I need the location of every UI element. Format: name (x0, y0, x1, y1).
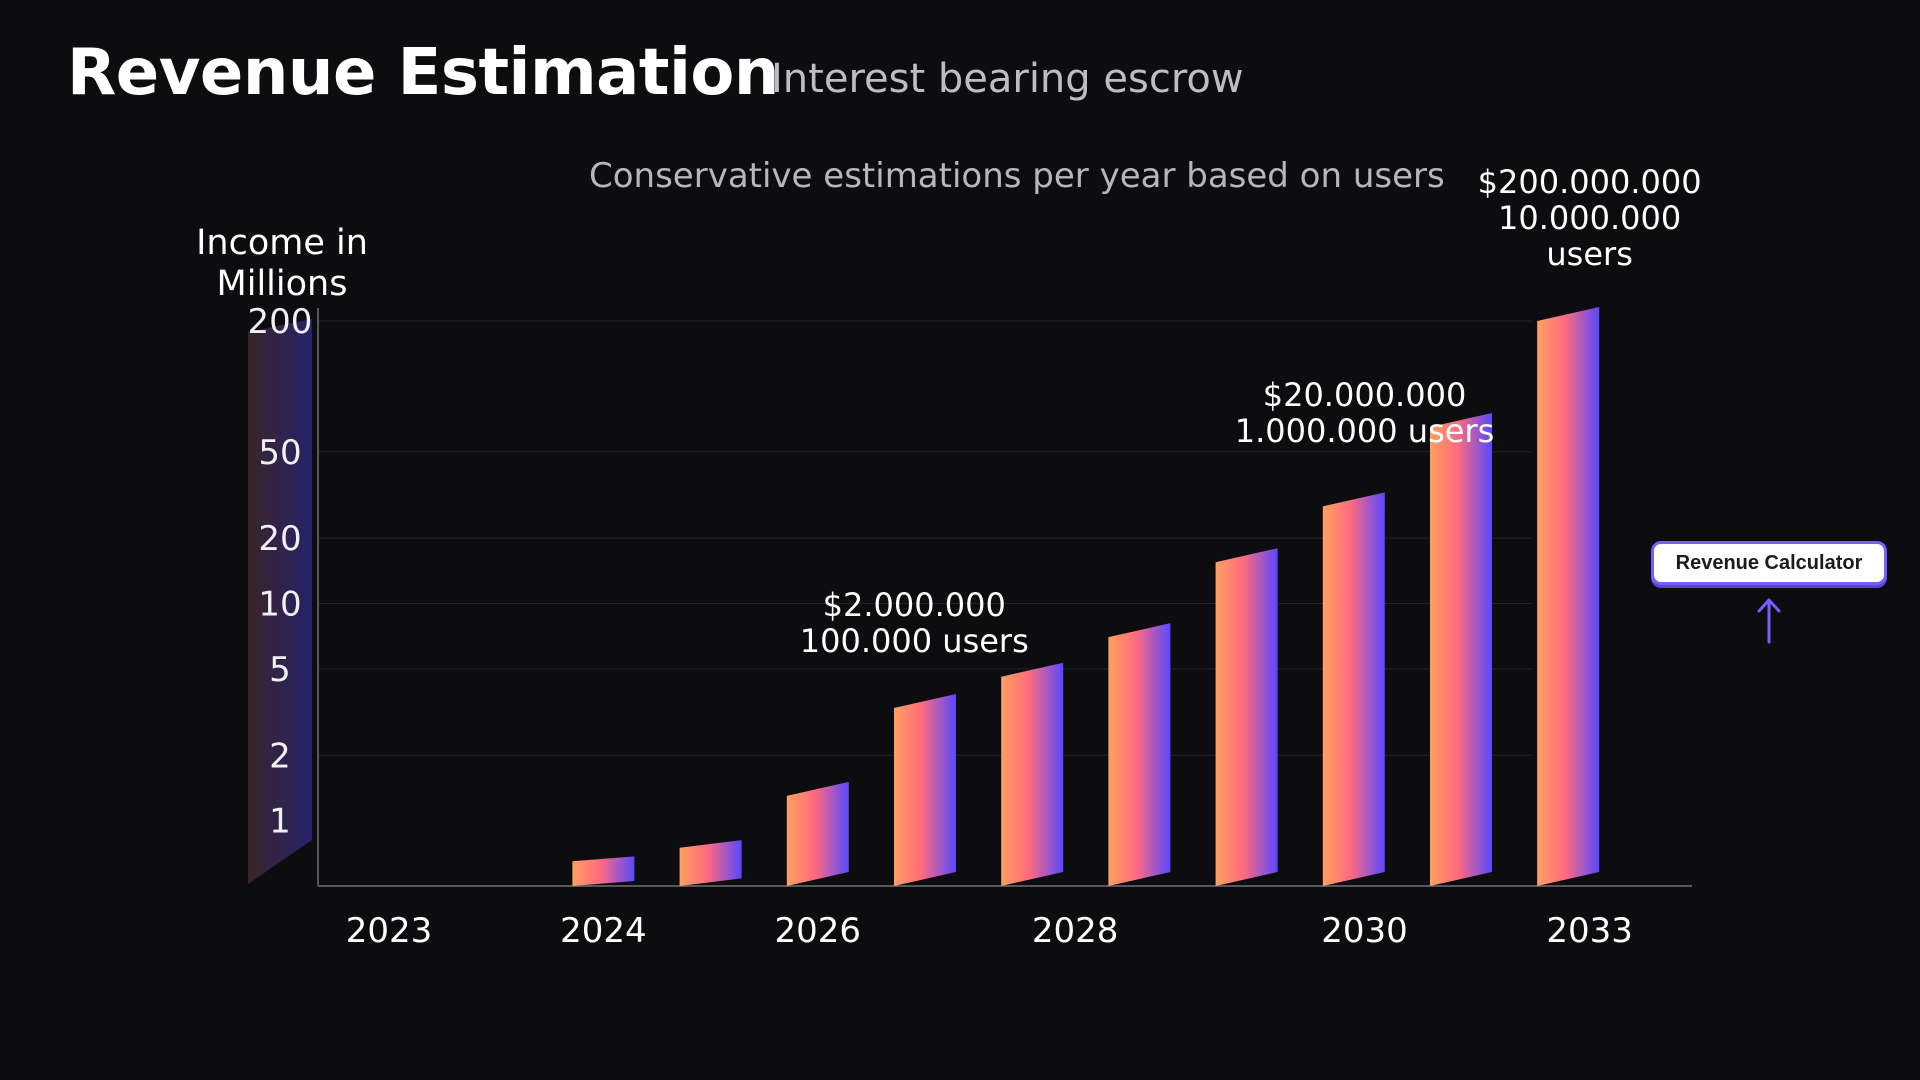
x-tick-label: 2024 (560, 911, 647, 951)
arrow-up-icon (1757, 598, 1781, 644)
data-annotation: 10.000.000 (1498, 199, 1681, 237)
bar (1108, 623, 1171, 886)
data-annotation: 1.000.000 users (1235, 412, 1495, 450)
chart-title: Conservative estimations per year based … (589, 156, 1445, 196)
x-tick-label: 2026 (775, 911, 862, 951)
x-tick-label: 2023 (346, 911, 433, 951)
data-annotation: 100.000 users (800, 622, 1029, 660)
revenue-calculator-button[interactable]: Revenue Calculator (1651, 541, 1887, 585)
bar (1322, 492, 1385, 886)
bar (1430, 413, 1492, 886)
x-tick-label: 2030 (1321, 911, 1408, 951)
y-axis-3d-panel (248, 319, 312, 884)
data-annotation: users (1546, 235, 1632, 273)
data-annotation: $200.000.000 (1478, 163, 1702, 201)
y-ticks: 1 2 5 10 20 50 200 (248, 302, 313, 842)
x-ticks: 2023 2024 2026 2028 2030 2033 (346, 911, 1633, 951)
x-tick-label: 2033 (1546, 911, 1633, 951)
y-tick-label: 2 (269, 736, 291, 776)
x-tick-label: 2028 (1032, 911, 1119, 951)
y-axis-title-line-1: Income in (196, 223, 368, 263)
bar (1537, 307, 1600, 886)
y-axis-title-line-2: Millions (217, 264, 348, 304)
data-annotation: $2.000.000 (823, 586, 1006, 624)
bar (1215, 548, 1278, 886)
page-title: Revenue Estimation (67, 36, 779, 110)
y-tick-label: 20 (258, 519, 301, 559)
bar (572, 856, 635, 886)
page-subtitle: Interest bearing escrow (771, 56, 1244, 102)
y-tick-label: 10 (258, 585, 301, 625)
data-annotation: $20.000.000 (1263, 376, 1467, 414)
y-tick-label: 1 (269, 802, 291, 842)
y-tick-label: 5 (269, 650, 291, 690)
bar (786, 781, 849, 886)
bar (679, 840, 742, 886)
y-tick-label: 50 (258, 433, 301, 473)
bar (894, 694, 956, 886)
y-tick-label: 200 (248, 302, 313, 342)
bars (572, 307, 1600, 886)
bar (1001, 662, 1064, 886)
